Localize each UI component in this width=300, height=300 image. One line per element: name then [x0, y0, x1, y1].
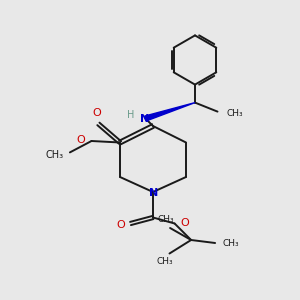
Text: N: N	[140, 114, 149, 124]
Text: CH₃: CH₃	[156, 257, 173, 266]
Text: N: N	[149, 188, 158, 198]
Text: O: O	[92, 109, 101, 118]
Text: O: O	[116, 220, 125, 230]
Text: CH₃: CH₃	[223, 238, 239, 247]
Text: O: O	[181, 218, 189, 229]
Text: O: O	[76, 135, 85, 146]
Text: CH₃: CH₃	[157, 215, 174, 224]
Text: CH₃: CH₃	[45, 150, 63, 160]
Text: H: H	[127, 110, 134, 120]
Polygon shape	[145, 103, 195, 121]
Text: CH₃: CH₃	[226, 109, 243, 118]
